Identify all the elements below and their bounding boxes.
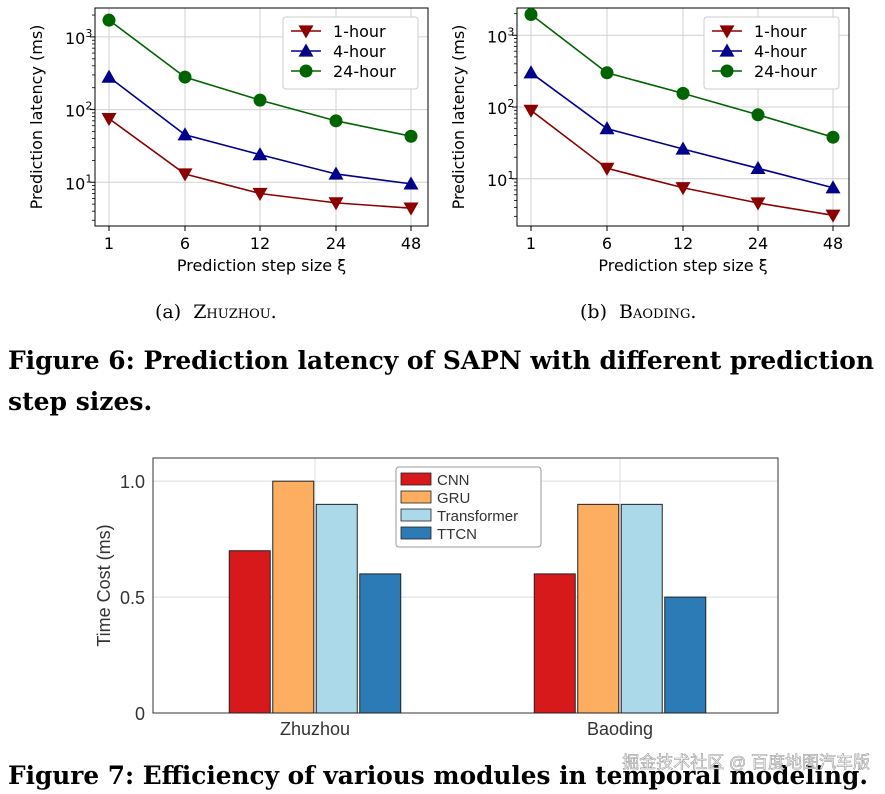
data-point-24-hour — [751, 108, 765, 122]
y-tick-label: 102 — [65, 100, 92, 121]
legend-marker — [719, 25, 735, 39]
data-point-4-hour — [403, 176, 419, 190]
data-point-4-hour — [252, 147, 268, 161]
x-tick-label: 24 — [326, 234, 346, 253]
x-tick-label: 24 — [748, 234, 768, 253]
data-point-24-hour — [102, 13, 116, 27]
legend-swatch — [400, 472, 432, 486]
legend-marker — [720, 64, 734, 78]
plot-frame — [152, 457, 779, 714]
y-axis-label: Prediction latency (ms) — [449, 25, 468, 210]
bar-Transformer-Baoding — [620, 503, 663, 714]
y-tick-label: 101 — [65, 172, 92, 193]
data-point-4-hour — [825, 180, 841, 194]
y-tick-label: 101 — [487, 169, 514, 190]
legend-marker — [298, 43, 314, 57]
x-axis-label: Prediction step size ξ — [177, 256, 346, 275]
x-tick-label: 48 — [401, 234, 421, 253]
bar-TTCN-Baoding — [664, 596, 707, 714]
legend-label: 1-hour — [754, 22, 807, 41]
data-point-24-hour — [600, 66, 614, 80]
data-point-1-hour — [750, 197, 766, 211]
x-tick-label: 12 — [673, 234, 693, 253]
y-tick-label: 103 — [65, 27, 92, 48]
x-tick-label: 6 — [180, 234, 190, 253]
legend-label: 24-hour — [333, 62, 396, 81]
legend-swatch — [400, 526, 432, 540]
data-point-4-hour — [177, 127, 193, 141]
data-point-1-hour — [252, 187, 268, 202]
data-point-4-hour — [328, 166, 344, 180]
data-point-24-hour — [178, 70, 192, 84]
series-line-1-hour — [530, 109, 834, 217]
x-tick-label: Zhuzhou — [280, 719, 350, 739]
y-axis-label: Prediction latency (ms) — [27, 25, 46, 210]
bar-GRU-Baoding — [577, 503, 620, 714]
bar-CNN-Zhuzhou — [228, 550, 271, 714]
data-point-24-hour — [253, 93, 267, 107]
legend-marker — [298, 25, 314, 39]
x-tick-label: 12 — [250, 234, 270, 253]
legend-label: 4-hour — [333, 42, 386, 61]
watermark: 掘金技术社区 @ 百度地图汽车版 — [622, 753, 870, 772]
x-tick-label: Baoding — [587, 719, 653, 739]
legend-swatch — [400, 490, 432, 504]
bar-Transformer-Zhuzhou — [315, 503, 358, 714]
legend-marker — [719, 43, 735, 57]
legend-label: Transformer — [437, 508, 518, 525]
data-point-24-hour — [329, 114, 343, 128]
y-tick-label: 0 — [135, 704, 145, 724]
data-point-4-hour — [750, 160, 766, 174]
y-axis-label: Time Cost (ms) — [94, 524, 114, 646]
data-point-1-hour — [523, 104, 539, 118]
chart-zhuzhou-latency: 101 102 103 1 6 12 24 48 Prediction step size ξ P… — [27, 7, 429, 275]
data-point-4-hour — [101, 69, 117, 83]
chart-baoding-latency: 101 102 103 1 6 12 24 48 Prediction step size ξ P… — [449, 7, 850, 275]
chart-temporal-module-efficiency: 0 0.5 1.0 Zhuzhou Baoding Time Cost (ms) CNNGR… — [94, 457, 779, 739]
x-axis-label: Prediction step size ξ — [598, 256, 767, 275]
data-point-24-hour — [826, 130, 840, 144]
data-point-24-hour — [404, 129, 418, 143]
data-point-24-hour — [676, 86, 690, 100]
legend-swatch — [400, 508, 432, 522]
y-tick-label: 0.5 — [120, 588, 145, 608]
legend-label: TTCN — [437, 526, 477, 543]
bar-GRU-Zhuzhou — [272, 480, 315, 714]
y-tick-label: 102 — [487, 97, 514, 118]
data-point-1-hour — [825, 209, 841, 223]
y-tick-label: 1.0 — [120, 472, 145, 492]
data-point-1-hour — [675, 182, 691, 196]
bar-TTCN-Zhuzhou — [359, 573, 402, 714]
plot-frame — [94, 7, 429, 227]
legend-label: CNN — [437, 472, 470, 489]
caption-panel-a: (a) Zhuzhou. — [155, 301, 277, 323]
x-tick-label: 6 — [602, 234, 612, 253]
figure-6-caption-line-1: Figure 6: Prediction latency of SAPN wit… — [8, 346, 874, 375]
data-point-1-hour — [599, 162, 615, 176]
y-tick-label: 103 — [487, 25, 514, 46]
data-point-24-hour — [524, 7, 538, 21]
figure-7-caption: Figure 7: Efficiency of various modules … — [8, 761, 868, 790]
legend-label: 1-hour — [333, 22, 386, 41]
x-tick-label: 1 — [104, 234, 114, 253]
data-point-1-hour — [403, 202, 419, 216]
figure-6-caption-line-2: step sizes. — [8, 387, 152, 416]
data-point-4-hour — [523, 65, 539, 79]
legend-label: 4-hour — [754, 42, 807, 61]
data-point-4-hour — [675, 141, 691, 155]
data-point-1-hour — [177, 168, 193, 182]
x-tick-label: 1 — [526, 234, 536, 253]
legend-box — [395, 466, 542, 548]
legend-label: 24-hour — [754, 62, 817, 81]
caption-panel-b: (b) Baoding. — [580, 301, 696, 323]
data-point-1-hour — [101, 113, 117, 127]
x-tick-label: 48 — [823, 234, 843, 253]
legend-marker — [299, 64, 313, 78]
data-point-4-hour — [599, 121, 615, 135]
legend-label: GRU — [437, 490, 470, 507]
bar-CNN-Baoding — [533, 573, 576, 714]
data-point-1-hour — [328, 197, 344, 211]
